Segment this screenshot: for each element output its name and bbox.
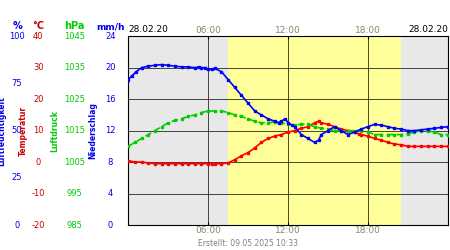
Text: 1015: 1015 xyxy=(64,126,85,135)
Text: hPa: hPa xyxy=(64,21,85,31)
Text: 40: 40 xyxy=(33,32,44,41)
Text: -20: -20 xyxy=(32,220,45,230)
Text: 16: 16 xyxy=(105,95,116,104)
Text: 20: 20 xyxy=(33,95,44,104)
Text: 20: 20 xyxy=(105,63,116,72)
Text: mm/h: mm/h xyxy=(96,22,125,31)
Text: 4: 4 xyxy=(108,189,113,198)
Text: 1035: 1035 xyxy=(64,63,85,72)
Text: 1045: 1045 xyxy=(64,32,85,41)
Text: 0: 0 xyxy=(36,158,41,166)
Bar xyxy=(361,36,401,225)
Text: 985: 985 xyxy=(66,220,82,230)
Text: 10: 10 xyxy=(33,126,44,135)
Text: 1025: 1025 xyxy=(64,95,85,104)
Text: 28.02.20: 28.02.20 xyxy=(128,25,168,34)
Text: 12: 12 xyxy=(105,126,116,135)
Text: °C: °C xyxy=(32,21,44,31)
Text: Temperatur: Temperatur xyxy=(19,106,28,156)
Text: 995: 995 xyxy=(67,189,82,198)
Text: Niederschlag: Niederschlag xyxy=(88,102,97,159)
Text: 8: 8 xyxy=(108,158,113,166)
Text: 50: 50 xyxy=(12,126,22,135)
Text: 24: 24 xyxy=(105,32,116,41)
Text: 1005: 1005 xyxy=(64,158,85,166)
Text: Luftdruck: Luftdruck xyxy=(50,110,59,152)
Text: %: % xyxy=(12,21,22,31)
Text: Luftfeuchtigkeit: Luftfeuchtigkeit xyxy=(0,96,7,166)
Text: 30: 30 xyxy=(33,63,44,72)
Text: 28.02.20: 28.02.20 xyxy=(408,25,448,34)
Text: -10: -10 xyxy=(32,189,45,198)
Text: 0: 0 xyxy=(108,220,113,230)
Text: 25: 25 xyxy=(12,173,22,182)
Text: Erstellt: 09.05.2025 10:33: Erstellt: 09.05.2025 10:33 xyxy=(198,238,297,248)
Text: 100: 100 xyxy=(9,32,25,41)
Bar xyxy=(228,36,361,225)
Text: 0: 0 xyxy=(14,220,20,230)
Text: 75: 75 xyxy=(12,79,22,88)
